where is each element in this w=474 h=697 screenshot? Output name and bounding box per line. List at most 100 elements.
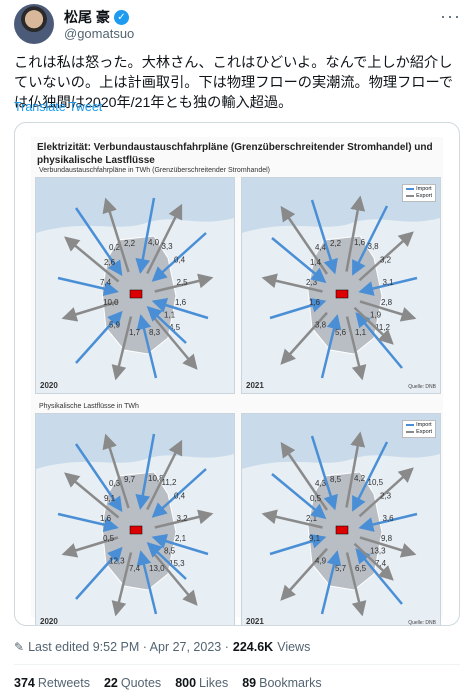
flow-value-label: 4,3 (315, 479, 327, 488)
avatar[interactable] (14, 4, 54, 44)
tweet-header: 松尾 豪 ✓ @gomatsuo ··· (0, 0, 474, 44)
figure-title: Elektrizität: Verbundaustauschfahrpläne … (37, 142, 433, 166)
flow-value-label: 8,5 (330, 475, 342, 484)
flow-value-label: 9,8 (381, 534, 393, 543)
map-2021-physical: 4,3 8,5 4,2 10,5 2,3 3,6 9,8 7,4 6,5 5,7 4,9 9,1 2,1… (241, 413, 441, 625)
flow-value-label: 0,3 (109, 479, 121, 488)
flow-value-label: 10,8 (148, 474, 164, 483)
section-label-bottom: Physikalische Lastflüsse in TWh (39, 403, 139, 410)
flow-value-label: 4,4 (315, 243, 327, 252)
flow-value-label: 8,5 (164, 547, 176, 556)
verified-badge-icon: ✓ (113, 9, 129, 25)
source-label: Quelle: DNB (408, 384, 436, 390)
stat-quotes[interactable]: 22 Quotes (103, 676, 162, 690)
engagement-stats: 374 Retweets 22 Quotes 800 Likes 89 Bookmark… (14, 676, 322, 690)
flow-value-label: 11,2 (162, 478, 178, 487)
import-arrow (74, 443, 123, 513)
export-arrow (358, 467, 414, 518)
import-arrow (310, 199, 338, 275)
flow-value-label: 3,2 (380, 256, 392, 265)
import-arrow (352, 205, 389, 276)
import-arrow (57, 512, 119, 532)
flow-value-label: 1,7 (129, 328, 141, 337)
stat-likes[interactable]: 800 Likes (175, 676, 229, 690)
flow-value-label: 12,3 (109, 557, 125, 566)
stat-retweets[interactable]: 374 Retweets (14, 676, 90, 690)
export-arrow (353, 306, 394, 345)
import-arrow (310, 435, 338, 511)
flow-value-label: 1,9 (370, 311, 382, 320)
import-arrow (57, 276, 119, 296)
tweet-meta: ✎ Last edited 9:52 PM · Apr 27, 2023 · 2… (14, 640, 310, 654)
flow-value-label: 10,5 (368, 478, 384, 487)
views-count: 224.6K (232, 640, 274, 654)
figure: Elektrizität: Verbundaustauschfahrpläne … (31, 137, 443, 625)
import-arrow (352, 441, 389, 512)
map-year: 2021 (246, 381, 264, 390)
export-arrow (146, 439, 183, 511)
legend-import-label: Import (416, 422, 432, 428)
divider (14, 664, 460, 665)
export-arrow (358, 231, 414, 282)
legend-import-swatch (406, 187, 415, 190)
import-arrow (269, 533, 327, 556)
flow-value-label: 10,0 (103, 298, 119, 307)
export-arrow (353, 542, 394, 581)
flow-value-label: 9,7 (124, 475, 136, 484)
import-arrow (136, 550, 158, 615)
flow-value-label: 4,2 (354, 474, 366, 483)
flow-value-label: 11,2 (375, 323, 391, 332)
export-arrow (154, 509, 214, 529)
export-arrow (64, 236, 120, 283)
export-arrow (280, 205, 329, 275)
export-arrow (280, 441, 329, 511)
flow-value-label: 0,2 (109, 243, 121, 252)
tweet-media-image[interactable]: Elektrizität: Verbundaustauschfahrpläne … (14, 122, 460, 626)
flow-value-label: 1,1 (164, 311, 176, 320)
legend-import-label: Import (416, 186, 432, 192)
views-label: Views (277, 640, 311, 654)
more-options-icon[interactable]: ··· (440, 6, 461, 26)
flow-value-label: 13,3 (370, 547, 386, 556)
import-arrow (75, 310, 123, 364)
flow-value-label: 2,8 (381, 298, 393, 307)
flow-value-label: 0,5 (103, 534, 115, 543)
map-legend: Import Export (402, 420, 436, 438)
tweet-text: これは私は怒った。大林さん、これはひどいよ。なんで上しか紹介していないの。上は計… (14, 55, 453, 111)
flow-value-label: 2,6 (104, 258, 116, 267)
export-arrow (111, 316, 133, 381)
import-arrow (136, 314, 158, 379)
flow-value-label: 1,6 (175, 298, 187, 307)
flow-value-label: 3,8 (368, 242, 380, 251)
flow-value-label: 1,6 (100, 514, 112, 523)
map-2021-trade: 4,4 2,2 1,6 3,8 3,2 3,1 2,8 11,2 1,1 5,6 3,8 1,6 2,3… (241, 177, 441, 394)
last-edited-text[interactable]: Last edited 9:52 PM · Apr 27, 2023 · (28, 640, 229, 654)
author-name-row[interactable]: 松尾 豪 ✓ (64, 7, 129, 27)
flow-value-label: 4,5 (169, 323, 181, 332)
flow-value-label: 0,4 (174, 256, 186, 265)
export-arrow (345, 195, 366, 272)
map-svg: 4,4 2,2 1,6 3,83,23,12,811,21,15,63,81,62,3… (242, 178, 440, 381)
import-arrow (358, 512, 418, 532)
export-arrow (111, 552, 133, 617)
sea-area (36, 414, 234, 469)
map-2020-trade: 0,2 2,2 4,0 3,3 0,4 2,5 1,6 4,5 8,3 1,7 5,9 10,0 7,4… (35, 177, 235, 394)
flow-value-label: 5,7 (335, 564, 347, 573)
flow-value-label: 3,2 (177, 514, 189, 523)
legend-import-swatch (406, 423, 415, 426)
map-year: 2020 (40, 617, 58, 626)
import-arrow (135, 433, 156, 510)
flow-value-label: 1,6 (354, 238, 366, 247)
import-arrow (151, 533, 209, 556)
translate-tweet-link[interactable]: Translate Tweet (14, 100, 103, 114)
flow-value-label: 0,4 (174, 492, 186, 501)
export-arrow (345, 316, 367, 381)
flow-value-label: 2,3 (380, 492, 392, 501)
import-arrow (151, 468, 207, 518)
flow-value-label: 5,6 (335, 328, 347, 337)
author-handle[interactable]: @gomatsuo (64, 26, 135, 41)
flow-value-label: 3,6 (383, 514, 395, 523)
stat-bookmarks[interactable]: 89 Bookmarks (242, 676, 322, 690)
display-name[interactable]: 松尾 豪 (64, 9, 110, 25)
export-arrow (345, 552, 367, 617)
